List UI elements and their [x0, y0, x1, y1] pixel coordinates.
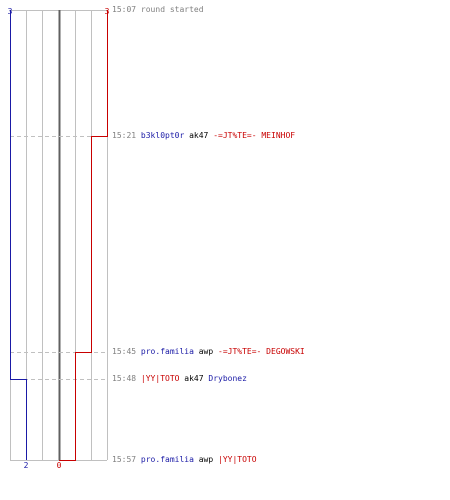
event-row: 15:21 b3kl0pt0r ak47 -=JT%TE=- MEINHOF: [112, 131, 295, 141]
event-row: 15:07 round started: [112, 5, 204, 15]
weapon-name: ak47: [189, 131, 209, 140]
event-time: 15:48: [112, 374, 137, 383]
event-row: 15:57 pro.familia awp |YY|TOTO: [112, 455, 257, 465]
event-time: 15:21: [112, 131, 137, 140]
event-time: 15:45: [112, 347, 137, 356]
event-row: 15:48 |YY|TOTO ak47 Drybonez: [112, 374, 247, 384]
victim-name: -=JT%TE=- DEGOWSKI: [218, 347, 305, 356]
killer-name: pro.familia: [140, 347, 194, 356]
event-row: 15:45 pro.familia awp -=JT%TE=- DEGOWSKI: [112, 347, 305, 357]
weapon-name: ak47: [184, 374, 204, 383]
victim-name: |YY|TOTO: [218, 455, 257, 464]
red-team-alive-line: [59, 10, 108, 461]
event-description: round started: [140, 5, 204, 14]
event-time: 15:57: [112, 455, 137, 464]
killer-name: pro.familia: [140, 455, 194, 464]
killer-name: |YY|TOTO: [140, 374, 180, 383]
event-time: 15:07: [112, 5, 137, 14]
red-team-final-count: 0: [57, 461, 62, 470]
killer-name: b3kl0pt0r: [140, 131, 185, 140]
blue-team-start-count: 3: [8, 7, 13, 16]
blue-team-alive-line: [10, 10, 27, 460]
weapon-name: awp: [198, 455, 214, 464]
blue-team-final-count: 2: [24, 461, 29, 470]
victim-name: -=JT%TE=- MEINHOF: [213, 131, 296, 140]
weapon-name: awp: [198, 347, 214, 356]
red-team-start-count: 3: [105, 7, 110, 16]
victim-name: Drybonez: [208, 374, 247, 383]
